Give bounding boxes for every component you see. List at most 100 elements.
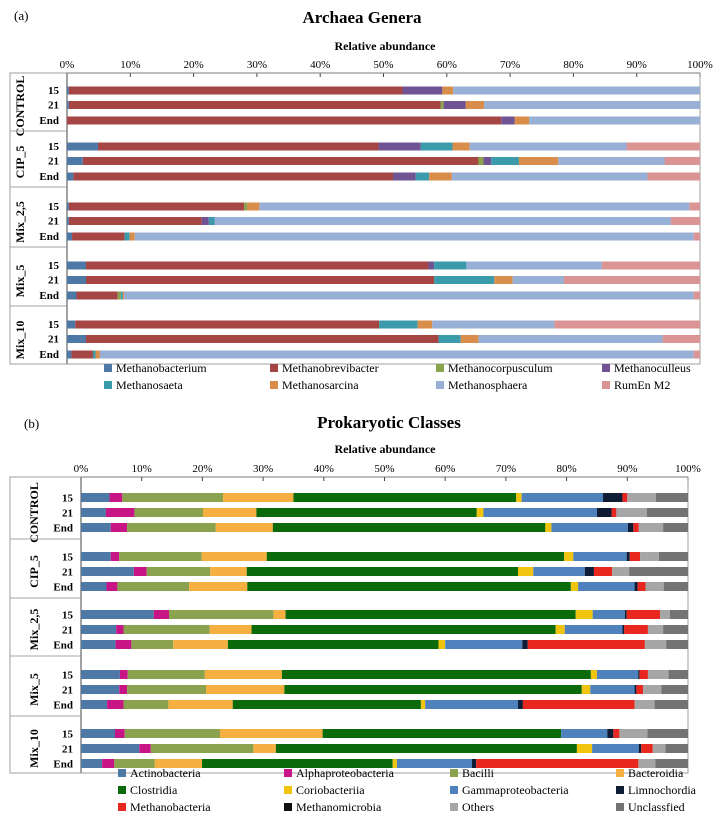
- x-tick-label: 100%: [687, 59, 713, 71]
- bar-segment-clostridia: [232, 700, 421, 709]
- legend-item: Unclassfied: [616, 800, 685, 814]
- bar-segment-limnochordia: [603, 493, 623, 502]
- bar-segment-actinobacteria: [81, 685, 120, 694]
- bar-segment-gammaproteobacteria: [521, 493, 604, 502]
- bar-segment-bacteroidia: [206, 685, 285, 694]
- legend-item: Methanosphaera: [436, 378, 528, 392]
- row-label: 21: [62, 685, 73, 697]
- bar-segment-methanobacteria: [629, 552, 641, 561]
- bar-segment-rumen-m2: [689, 202, 700, 211]
- bar-segment-methanobacteria: [636, 685, 644, 694]
- bar-segment-rumen-m2: [554, 320, 700, 329]
- bar-segment-actinobacteria: [81, 744, 140, 753]
- chart-title: Archaea Genera: [302, 8, 422, 27]
- row-label: End: [39, 349, 59, 361]
- legend-label: Limnochordia: [628, 783, 697, 797]
- bar-segment-actinobacteria: [81, 729, 115, 738]
- bar-segment-methanoculleus: [428, 261, 435, 270]
- bar-segment-methanosphaera: [214, 217, 671, 225]
- bar-segment-bacilli: [127, 685, 207, 694]
- bar-segment-bacteroidia: [204, 670, 282, 679]
- x-axis-label: Relative abundance: [334, 442, 436, 456]
- x-tick-label: 50%: [373, 59, 393, 71]
- x-tick-label: 40%: [310, 59, 330, 71]
- x-tick-label: 30%: [247, 59, 267, 71]
- bar-segment-methanosphaera: [259, 202, 690, 211]
- legend-swatch: [602, 364, 610, 372]
- bar-segment-methanobacteria: [624, 625, 648, 634]
- bar-segment-methanosarcina: [247, 202, 260, 211]
- bar-segment-bacilli: [134, 508, 204, 517]
- legend-swatch: [270, 364, 278, 372]
- bar-segment-unclassfied: [663, 625, 688, 634]
- bar-segment-bacilli: [150, 744, 254, 753]
- bar-segment-gammaproteobacteria: [533, 567, 585, 576]
- group-Mix_5: 15 21 End Mix_5: [10, 670, 689, 717]
- bar-segment-others: [638, 523, 664, 532]
- group-Mix_2,5: 15 21 End Mix_2,5: [10, 201, 700, 248]
- bar-segment-unclassfied: [629, 567, 688, 576]
- group-Mix_5: 15 21 End Mix_5: [10, 260, 700, 307]
- group-Mix_2,5: 15 21 End Mix_2,5: [10, 609, 688, 657]
- legend-item: Coriobacteriia: [284, 783, 365, 797]
- bar-segment-methanocorpusculum: [117, 291, 121, 300]
- row-label: 15: [62, 493, 74, 505]
- legend-swatch: [118, 803, 126, 811]
- bar-segment-alphaproteobacteria: [133, 567, 147, 576]
- bar-segment-gammaproteobacteria: [445, 640, 523, 649]
- row-label: 21: [62, 508, 73, 520]
- row-label: End: [53, 523, 73, 535]
- x-tick-label: 90%: [617, 463, 637, 475]
- row-label: End: [39, 290, 59, 302]
- bar-segment-methanobrevibacter: [71, 350, 93, 359]
- x-tick-label: 70%: [496, 463, 516, 475]
- bar-segment-gammaproteobacteria: [561, 729, 608, 738]
- bar-segment-limnochordia: [627, 523, 634, 532]
- bar-segment-limnochordia: [626, 552, 630, 561]
- legend-label: Methanosarcina: [282, 378, 359, 392]
- bar-segment-clostridia: [266, 552, 565, 561]
- bar-segment-methanoculleus: [483, 157, 492, 165]
- bar-segment-methanobacteria: [476, 759, 639, 768]
- bar-segment-methanosphaera: [99, 350, 694, 359]
- bar-segment-limnochordia: [584, 567, 594, 576]
- bar-segment-bacteroidia: [168, 700, 233, 709]
- legend-label: Gammaproteobacteria: [462, 783, 569, 797]
- bar-segment-limnochordia: [471, 759, 477, 768]
- bar-segment-methanosarcina: [514, 116, 530, 125]
- bar-segment-actinobacteria: [81, 759, 103, 768]
- bar-segment-others: [644, 640, 667, 649]
- bar-segment-unclassfied: [666, 640, 688, 649]
- legend-label: Methanobrevibacter: [282, 361, 379, 375]
- bar-segment-bacilli: [127, 523, 216, 532]
- row-label: 15: [62, 729, 74, 741]
- bar-segment-clostridia: [256, 508, 477, 517]
- bar-segment-coriobacteriia: [581, 685, 591, 694]
- bar-segment-alphaproteobacteria: [119, 670, 128, 679]
- legend-item: Methanoculleus: [602, 361, 691, 375]
- bar-segment-others: [652, 744, 666, 753]
- bar-segment-methanobacteria: [522, 700, 635, 709]
- legend-swatch: [602, 381, 610, 389]
- bar-segment-methanobacterium: [67, 232, 73, 241]
- row-label: End: [53, 759, 73, 771]
- x-tick-label: 10%: [120, 59, 140, 71]
- bar-segment-methanobrevibacter: [72, 232, 125, 241]
- legend-item: Methanomicrobia: [284, 800, 382, 814]
- bar-segment-methanobacteria: [641, 744, 653, 753]
- bar-segment-methanobrevibacter: [76, 291, 118, 300]
- x-tick-label: 0%: [60, 59, 75, 71]
- bar-segment-methanobacteria: [622, 493, 628, 502]
- bar-segment-coriobacteriia: [438, 640, 446, 649]
- x-tick-label: 90%: [627, 59, 647, 71]
- bar-segment-methanobacterium: [67, 217, 69, 225]
- bar-segment-coriobacteriia: [476, 508, 484, 517]
- x-tick-label: 40%: [314, 463, 334, 475]
- bar-segment-actinobacteria: [81, 567, 134, 576]
- bar-segment-others: [638, 759, 656, 768]
- bar-segment-methanobrevibacter: [98, 142, 379, 151]
- bar-segment-gammaproteobacteria: [578, 582, 635, 591]
- legend-label: Actinobacteria: [130, 766, 201, 780]
- bar-segment-bacteroidia: [201, 552, 267, 561]
